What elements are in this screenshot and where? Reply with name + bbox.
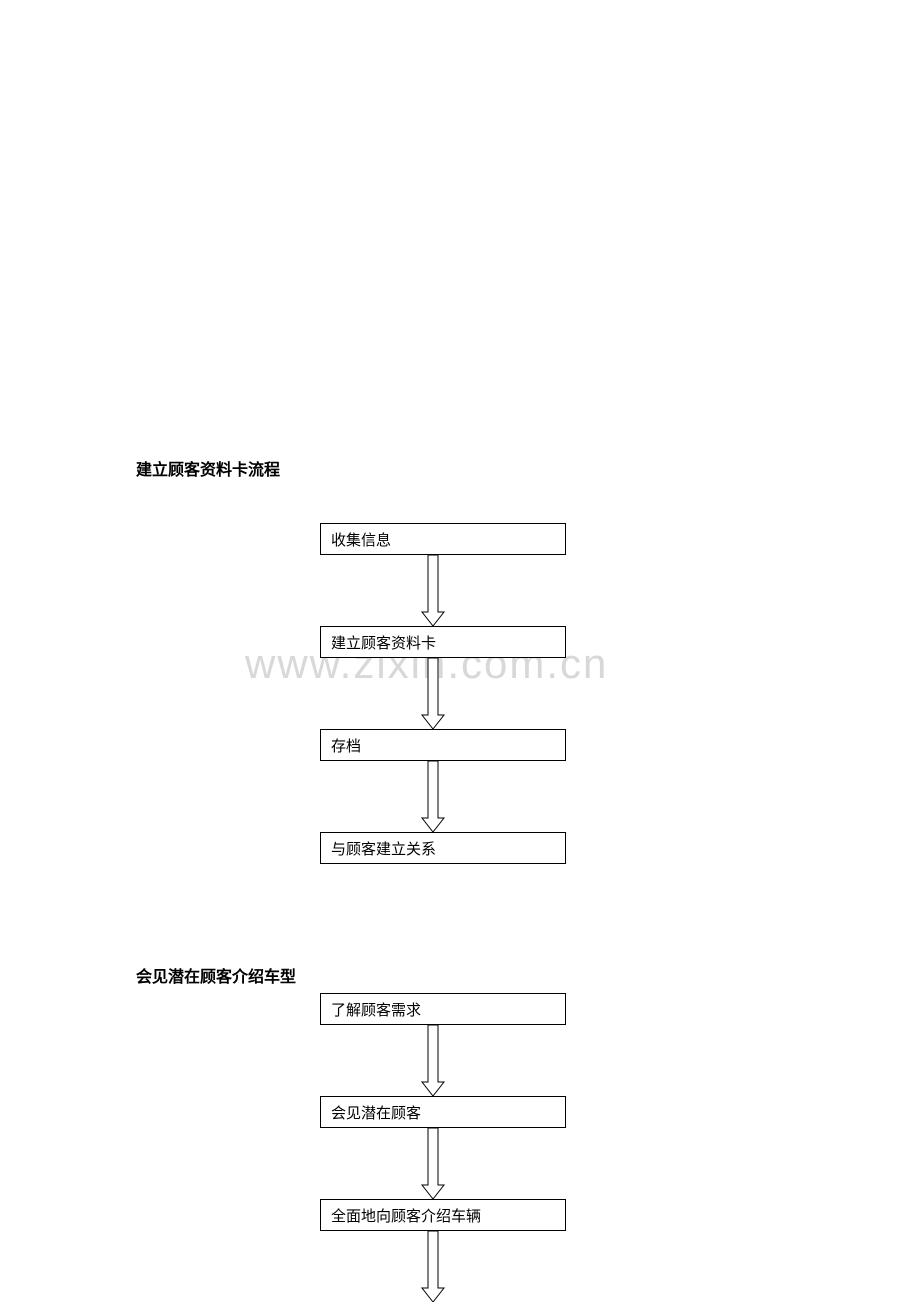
- flow-box-label: 会见潜在顾客: [331, 1102, 421, 1123]
- flow-box-s2-0: 了解顾客需求: [320, 993, 566, 1025]
- flow-arrow-s1-0: [420, 555, 446, 626]
- section2-title: 会见潜在顾客介绍车型: [136, 963, 296, 987]
- flow-arrow-s2-2: [420, 1231, 446, 1302]
- flow-box-s2-1: 会见潜在顾客: [320, 1096, 566, 1128]
- flow-arrow-s2-1: [420, 1128, 446, 1199]
- flow-arrow-s1-2: [420, 761, 446, 832]
- flow-box-s1-2: 存档: [320, 729, 566, 761]
- flow-box-label: 了解顾客需求: [331, 999, 421, 1020]
- flow-box-label: 建立顾客资料卡: [331, 632, 436, 653]
- flow-box-label: 存档: [331, 735, 361, 756]
- flow-box-s1-1: 建立顾客资料卡: [320, 626, 566, 658]
- section1-title: 建立顾客资料卡流程: [136, 456, 280, 480]
- flow-box-s2-2: 全面地向顾客介绍车辆: [320, 1199, 566, 1231]
- flow-box-label: 收集信息: [331, 529, 391, 550]
- flow-arrow-s2-0: [420, 1025, 446, 1096]
- flow-box-label: 与顾客建立关系: [331, 838, 436, 859]
- flow-box-s1-3: 与顾客建立关系: [320, 832, 566, 864]
- flow-box-s1-0: 收集信息: [320, 523, 566, 555]
- flow-box-label: 全面地向顾客介绍车辆: [331, 1205, 481, 1226]
- flow-arrow-s1-1: [420, 658, 446, 729]
